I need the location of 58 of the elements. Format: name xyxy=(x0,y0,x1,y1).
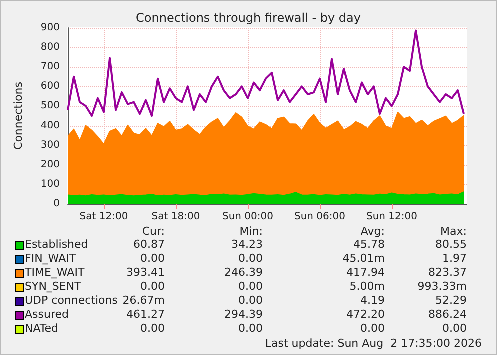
y-tick-label: 800 xyxy=(40,42,60,54)
text: 1.97 xyxy=(442,252,467,266)
y-tick-label: 100 xyxy=(40,178,60,190)
text: 294.39 xyxy=(224,308,263,322)
legend-label: UDP connections xyxy=(25,294,118,308)
x-tick-label: Sun 06:00 xyxy=(294,212,346,222)
text: 886.24 xyxy=(428,308,467,322)
text: 52.29 xyxy=(434,294,467,308)
y-tick-label: 0 xyxy=(54,198,60,210)
text: 461.27 xyxy=(126,308,165,322)
y-axis-title: Connections xyxy=(12,82,25,150)
legend-label: Established xyxy=(25,238,88,252)
text: Cur: xyxy=(141,225,165,238)
text: 5.00m xyxy=(348,280,385,294)
y-tick-label: 500 xyxy=(40,100,60,112)
y-tick-label: 400 xyxy=(40,120,60,132)
text: 0.00 xyxy=(238,294,263,308)
text: 246.39 xyxy=(224,266,263,280)
y-tick-label: 600 xyxy=(40,81,60,92)
text: 80.55 xyxy=(434,238,467,252)
text: 34.23 xyxy=(230,238,263,252)
x-tick-label: Sun 00:00 xyxy=(222,212,274,222)
text: 993.33m xyxy=(416,280,467,294)
text: 472.20 xyxy=(346,308,385,322)
text: Min: xyxy=(238,225,263,238)
text: Last update: Sun Aug 2 17:35:00 2026 xyxy=(265,337,482,351)
text: 26.67m xyxy=(122,294,165,307)
text: 0.00 xyxy=(238,252,263,266)
text: 393.41 xyxy=(126,266,165,280)
line-series xyxy=(67,30,465,117)
chart-title: Connections through firewall - by day xyxy=(136,11,361,25)
text: 0.00 xyxy=(360,322,385,336)
text: 45.78 xyxy=(352,238,385,252)
text: 0.00 xyxy=(442,322,467,336)
legend-label: NATed xyxy=(25,322,58,336)
text: 0.00 xyxy=(140,252,165,266)
text: 60.87 xyxy=(134,238,165,251)
y-tick-label: 200 xyxy=(40,159,60,170)
legend-label: TIME_WAIT xyxy=(25,266,85,280)
text: Avg: xyxy=(360,225,385,238)
x-tick-label: Sun 12:00 xyxy=(366,212,418,222)
text: 4.19 xyxy=(360,294,385,308)
y-tick-label: 900 xyxy=(40,22,60,34)
text: 0.00 xyxy=(238,280,263,294)
text: 823.37 xyxy=(428,266,467,280)
text: Max: xyxy=(440,225,467,238)
text: 0.00 xyxy=(140,280,165,294)
text: 0.00 xyxy=(140,322,165,336)
y-tick-label: 300 xyxy=(40,140,60,151)
text: 417.94 xyxy=(346,266,385,280)
x-tick-label: Sat 12:00 xyxy=(80,212,128,222)
legend-label: SYN_SENT xyxy=(25,280,82,294)
legend-label: Assured xyxy=(25,308,69,322)
legend-label: FIN_WAIT xyxy=(25,252,76,266)
text: 45.01m xyxy=(342,252,385,266)
y-tick-label: 700 xyxy=(40,62,60,73)
x-tick-label: Sat 18:00 xyxy=(152,212,200,222)
text: 0.00 xyxy=(238,322,263,336)
